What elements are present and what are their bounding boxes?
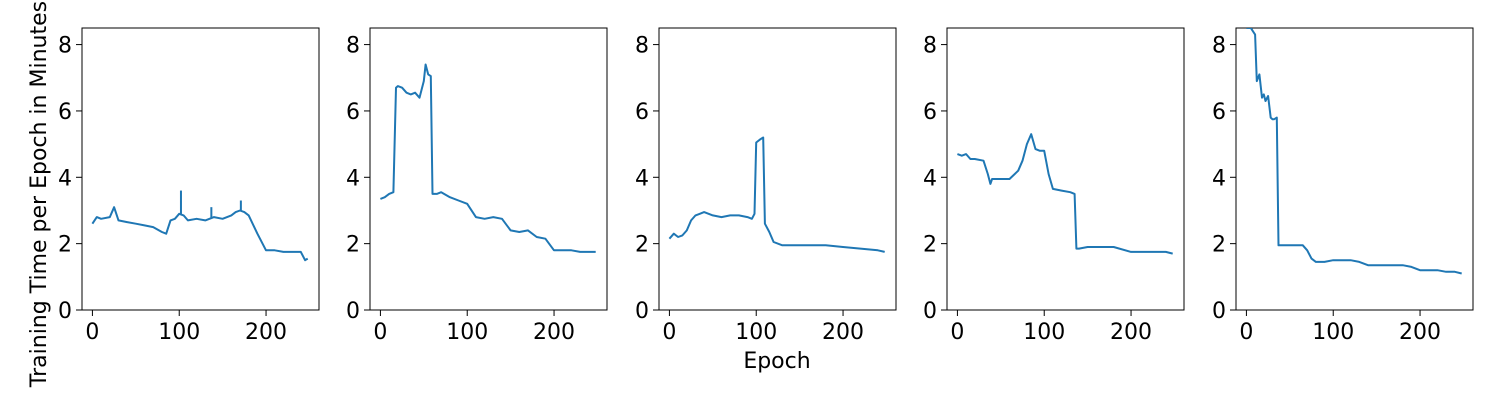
x-tick-label: 200	[245, 320, 287, 345]
y-tick-label: 6	[635, 100, 649, 125]
x-axis-label: Epoch	[743, 349, 810, 374]
x-tick-label: 100	[1312, 320, 1354, 345]
x-tick-label: 200	[1399, 320, 1441, 345]
y-tick-label: 6	[1212, 100, 1226, 125]
y-tick-label: 6	[923, 100, 937, 125]
x-tick-label: 0	[662, 320, 676, 345]
series-line	[668, 136, 885, 253]
y-tick-label: 2	[635, 233, 649, 258]
x-tick-label: 0	[1239, 320, 1253, 345]
y-tick-label: 2	[1212, 233, 1226, 258]
y-tick-label: 4	[1212, 166, 1226, 191]
x-tick-label: 200	[1110, 320, 1152, 345]
y-tick-label: 8	[1212, 34, 1226, 59]
y-tick-label: 6	[58, 100, 72, 125]
y-tick-label: 8	[635, 34, 649, 59]
plot-frame	[369, 27, 608, 311]
y-tick-label: 4	[346, 166, 360, 191]
y-tick-label: 4	[923, 166, 937, 191]
y-tick-label: 8	[923, 34, 937, 59]
x-tick-label: 100	[158, 320, 200, 345]
y-tick-label: 4	[58, 166, 72, 191]
series-line	[1246, 28, 1462, 275]
y-tick-label: 0	[923, 299, 937, 324]
plot-frame	[81, 27, 320, 311]
y-tick-label: 2	[923, 233, 937, 258]
x-tick-label: 100	[446, 320, 488, 345]
y-tick-label: 8	[346, 34, 360, 59]
subplot-1: 0 2 4 6 8 0 100 200	[58, 27, 320, 345]
plot-frame	[946, 27, 1185, 311]
x-tick-label: 100	[1023, 320, 1065, 345]
x-tick-label: 0	[950, 320, 964, 345]
y-tick-label: 0	[58, 299, 72, 324]
y-tick-label: 0	[1212, 299, 1226, 324]
y-tick-label: 8	[58, 34, 72, 59]
subplot-5: 0 2 4 6 8 0 100 200	[1212, 27, 1474, 345]
series-line	[957, 133, 1173, 255]
y-tick-label: 0	[346, 299, 360, 324]
y-tick-label: 6	[346, 100, 360, 125]
x-tick-label: 0	[85, 320, 99, 345]
subplot-3: 0 2 4 6 8 0 100 200	[635, 27, 897, 345]
y-tick-label: 0	[635, 299, 649, 324]
y-tick-label: 2	[346, 233, 360, 258]
y-tick-label: 4	[635, 166, 649, 191]
y-tick-label: 2	[58, 233, 72, 258]
x-tick-label: 200	[533, 320, 575, 345]
series-line	[91, 206, 309, 262]
plot-frame	[658, 27, 897, 311]
subplot-2: 0 2 4 6 8 0 100 200	[346, 27, 608, 345]
subplot-4: 0 2 4 6 8 0 100 200	[923, 27, 1185, 345]
x-tick-label: 200	[822, 320, 864, 345]
series-line	[380, 63, 596, 253]
plot-frame	[1235, 27, 1474, 311]
y-axis-label: Training Time per Epoch in Minutes	[27, 1, 52, 388]
x-tick-label: 0	[373, 320, 387, 345]
x-tick-label: 100	[735, 320, 777, 345]
